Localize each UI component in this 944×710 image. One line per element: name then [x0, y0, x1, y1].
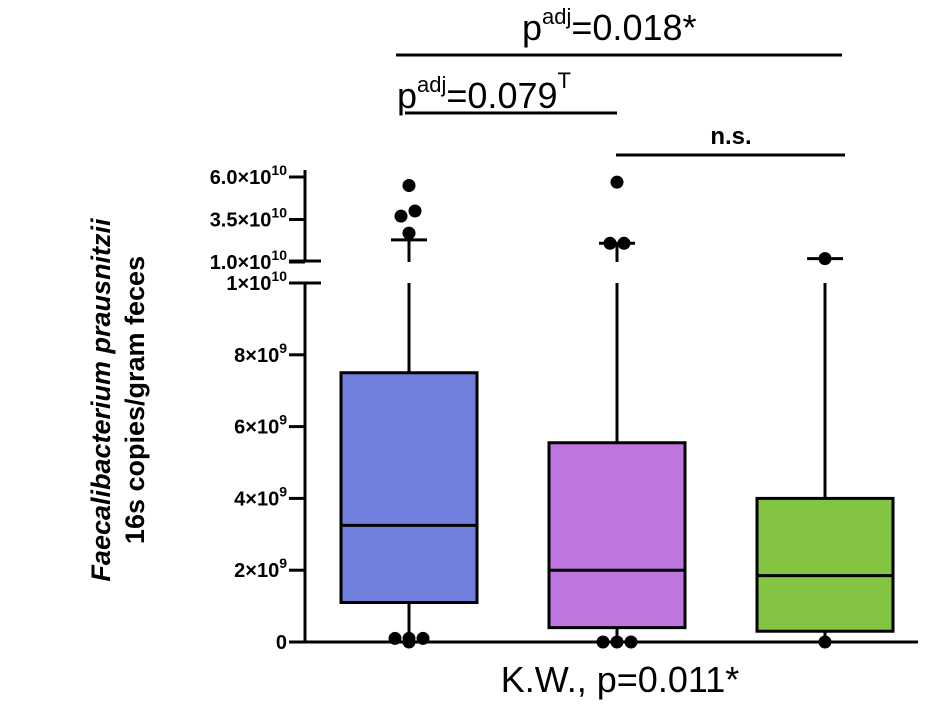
outlier-point-2-3 — [624, 635, 638, 649]
box-group-3 — [755, 252, 895, 649]
outlier-point-2-2 — [610, 635, 624, 649]
y-axis-label-line2: 16s copies/gram feces — [120, 256, 150, 544]
box-2 — [547, 441, 687, 630]
y-axis-label: Faecalibacterium prausnitzii 16s copies/… — [86, 218, 150, 582]
outlier-point-3-2 — [818, 252, 832, 266]
outlier-point-2-1 — [596, 635, 610, 649]
y-tick-label-lower-5: 1×1010 — [226, 268, 287, 295]
outlier-point-1-7 — [408, 204, 422, 218]
box-1 — [339, 371, 479, 605]
y-tick-label-upper-1: 3.5×1010 — [210, 205, 288, 232]
box-group-1 — [339, 179, 479, 649]
outlier-point-1-3 — [402, 631, 416, 645]
outlier-point-3-1 — [818, 635, 832, 649]
outlier-point-1-5 — [402, 226, 416, 240]
mid-bracket-label: padj=0.079T — [397, 68, 571, 116]
outlier-point-1-6 — [394, 209, 408, 223]
y-tick-label-upper-2: 6.0×1010 — [210, 162, 288, 189]
y-tick-label-lower-0: 0 — [276, 632, 287, 654]
y-axis-label-line1: Faecalibacterium prausnitzii — [86, 218, 116, 582]
top-bracket-label: padj=0.018* — [522, 4, 697, 48]
outlier-point-1-8 — [402, 179, 416, 192]
box-3 — [755, 496, 895, 633]
y-tick-label-lower-1: 2×109 — [234, 555, 287, 582]
outlier-point-1-4 — [416, 631, 430, 645]
box-group-2 — [547, 175, 687, 649]
box-groups — [339, 175, 895, 649]
y-tick-label-lower-3: 6×109 — [234, 412, 287, 439]
kruskal-wallis-label: K.W., p=0.011* — [501, 659, 739, 700]
outlier-point-2-4 — [603, 236, 617, 250]
y-tick-label-lower-2: 4×109 — [234, 483, 287, 510]
ns-bracket-label: n.s. — [710, 123, 751, 150]
outlier-point-2-6 — [610, 175, 624, 189]
annotations: padj=0.018* padj=0.079T n.s. K.W., p=0.0… — [396, 4, 845, 700]
y-tick-label-lower-4: 8×109 — [234, 340, 287, 367]
outlier-point-1-1 — [388, 631, 402, 645]
outlier-point-2-5 — [617, 236, 631, 250]
y-tick-label-upper-0: 1.0×1010 — [210, 247, 288, 274]
